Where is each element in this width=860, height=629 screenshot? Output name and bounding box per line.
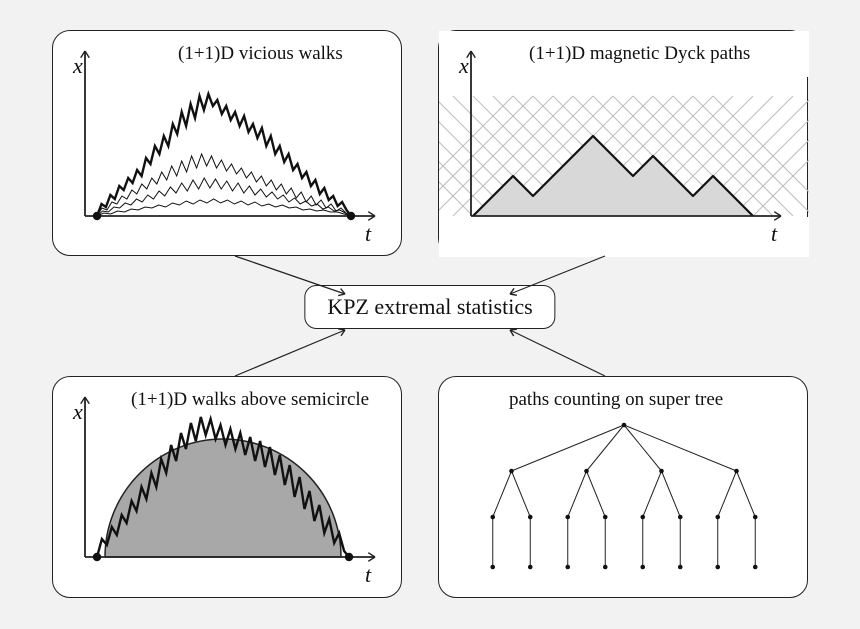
x-axis-label: x bbox=[73, 53, 83, 79]
title-dyck-paths: (1+1)D magnetic Dyck paths bbox=[529, 43, 750, 65]
panel-super-tree: paths counting on super tree bbox=[438, 376, 808, 598]
t-axis-label: t bbox=[365, 562, 371, 588]
panel-semicircle-walks: (1+1)D walks above semicircle x t bbox=[52, 376, 402, 598]
center-label: KPZ extremal statistics bbox=[304, 285, 555, 329]
panel-vicious-walks: (1+1)D vicious walks x t bbox=[52, 30, 402, 256]
t-axis-label: t bbox=[771, 221, 777, 247]
t-axis-label: t bbox=[365, 221, 371, 247]
title-vicious-walks: (1+1)D vicious walks bbox=[178, 43, 343, 65]
x-axis-label: x bbox=[73, 399, 83, 425]
x-axis-label: x bbox=[459, 53, 469, 79]
panel-dyck-paths: (1+1)D magnetic Dyck paths x t bbox=[438, 30, 808, 256]
title-semicircle-walks: (1+1)D walks above semicircle bbox=[131, 389, 369, 411]
title-super-tree: paths counting on super tree bbox=[509, 389, 723, 411]
